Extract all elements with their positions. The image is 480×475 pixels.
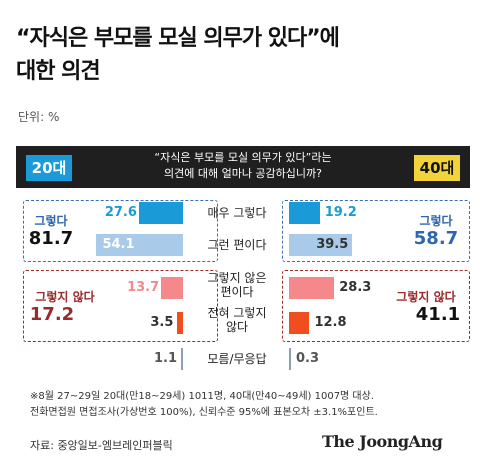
question-line-1: “자식은 부모를 모실 의무가 있다”라는 — [154, 151, 332, 164]
disagree-group-box-20s — [23, 270, 218, 342]
question-text: “자식은 부모를 모실 의무가 있다”라는 의견에 대해 얼마나 공감하십니까? — [112, 150, 374, 182]
bar-20s-4 — [177, 312, 183, 334]
category-label-2: 그런 편이다 — [190, 238, 284, 252]
category-label-1: 매우 그렇다 — [190, 206, 284, 220]
value-40s-5: 0.3 — [296, 351, 320, 366]
bar-20s-2 — [96, 234, 183, 256]
category-label-line: 모름/무응답 — [207, 352, 267, 366]
title-line-2: 대한 의견 — [16, 59, 101, 84]
source-text: 자료: 중앙일보-엠브레인퍼블릭 — [30, 439, 173, 452]
value-20s-3: 13.7 — [127, 280, 160, 295]
question-header: 20대 “자식은 부모를 모실 의무가 있다”라는 의견에 대해 얼마나 공감하… — [16, 146, 470, 188]
disagree-total-20s: 17.2 — [29, 304, 75, 325]
value-40s-1: 19.2 — [324, 205, 357, 220]
value-20s-4: 3.5 — [150, 315, 174, 330]
agree-label-40s: 그렇다 — [419, 214, 453, 228]
value-40s-3: 28.3 — [339, 280, 372, 295]
disagree-label-20s: 그렇지 않다 — [35, 290, 95, 304]
publisher-logo: The JoongAng — [322, 432, 443, 451]
category-label-5: 모름/무응답 — [190, 352, 284, 366]
value-20s-1: 27.6 — [104, 205, 137, 220]
agree-label-20s: 그렇다 — [34, 214, 68, 228]
category-label-4: 전혀 그렇지 않다 — [190, 306, 284, 334]
disagree-label-40s: 그렇지 않다 — [396, 290, 456, 304]
category-label-line: 않다 — [225, 320, 249, 334]
category-label-line: 매우 그렇다 — [207, 206, 267, 220]
badge-40s: 40대 — [414, 155, 460, 181]
bar-20s-3 — [161, 277, 183, 299]
chart-title: “자식은 부모를 모실 의무가 있다”에 대한 의견 — [16, 22, 340, 88]
category-label-line: 편이다 — [220, 285, 254, 299]
disagree-total-40s: 41.1 — [415, 304, 461, 325]
category-label-3: 그렇지 않은 편이다 — [190, 271, 284, 299]
agree-total-20s: 81.7 — [28, 228, 74, 249]
badge-20s: 20대 — [26, 155, 72, 181]
bar-40s-4 — [289, 312, 310, 334]
value-40s-4: 12.8 — [314, 315, 347, 330]
bar-40s-1 — [289, 202, 320, 224]
bar-40s-5 — [289, 348, 291, 370]
category-label-line: 그런 편이다 — [207, 238, 267, 252]
bar-40s-3 — [289, 277, 335, 299]
value-20s-5: 1.1 — [153, 351, 177, 366]
note-line-2: 전화면접원 면접조사(가상번호 100%), 신뢰수준 95%에 표본오차 ±3… — [30, 407, 378, 418]
agree-total-40s: 58.7 — [413, 228, 459, 249]
category-label-line: 그렇지 않은 — [207, 271, 267, 285]
question-line-2: 의견에 대해 얼마나 공감하십니까? — [163, 167, 322, 180]
bar-40s-2 — [289, 234, 353, 256]
bar-20s-5 — [181, 348, 183, 370]
bar-20s-1 — [138, 202, 183, 224]
title-line-1: “자식은 부모를 모실 의무가 있다”에 — [16, 26, 340, 51]
agree-group-box-20s — [23, 200, 218, 262]
category-label-line: 전혀 그렇지 — [207, 306, 267, 320]
note-line-1: ※8월 27~29일 20대(만18~29세) 1011명, 40대(만40~4… — [30, 391, 375, 402]
disagree-group-box-40s — [282, 270, 470, 342]
unit-label: 단위: % — [18, 110, 60, 124]
agree-group-box-40s — [282, 200, 470, 262]
value-40s-2: 39.5 — [316, 237, 349, 252]
value-20s-2: 54.1 — [102, 237, 135, 252]
